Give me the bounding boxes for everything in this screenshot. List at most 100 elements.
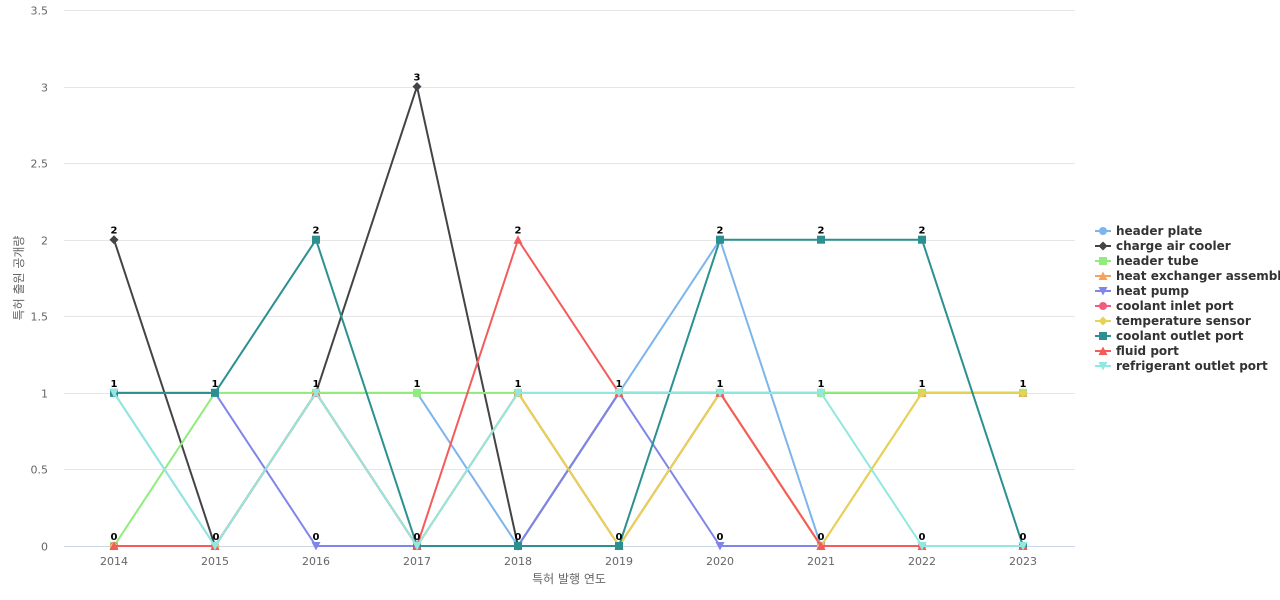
legend-marker-icon [1099, 227, 1107, 235]
x-tick-label: 2016 [302, 555, 330, 568]
legend-label: refrigerant outlet port [1116, 359, 1268, 373]
legend-label: fluid port [1116, 344, 1179, 358]
y-tick-label: 2 [41, 235, 48, 248]
data-label: 1 [1020, 379, 1027, 390]
data-label: 1 [515, 379, 522, 390]
data-point [513, 388, 523, 398]
x-tick-label: 2015 [201, 555, 229, 568]
data-point [715, 388, 725, 398]
legend-marker-icon [1098, 316, 1108, 326]
series-refrigerant-outlet-port [109, 388, 1028, 551]
y-axis-tick-labels: 0 0.5 1 1.5 2 2.5 3 3.5 [31, 5, 49, 554]
data-point [917, 542, 927, 551]
data-point [109, 235, 119, 245]
data-point [513, 235, 523, 244]
legend-label: header plate [1116, 224, 1202, 238]
series-line [113, 391, 1023, 547]
legend-item[interactable]: refrigerant outlet port [1095, 359, 1268, 373]
data-point [311, 542, 321, 551]
data-label: 0 [818, 532, 825, 543]
series-line [114, 238, 1024, 547]
y-tick-label: 1 [41, 388, 48, 401]
legend-item[interactable]: coolant inlet port [1095, 299, 1234, 313]
data-label: 2 [111, 226, 118, 237]
y-tick-label: 1.5 [31, 311, 49, 324]
data-label: 1 [212, 379, 219, 390]
data-label: 0 [515, 532, 522, 543]
data-labels: 2 0 1 1 0 2 0 1 3 0 1 2 0 1 1 0 2 0 1 2 0 1 2 0 1 1 0 [111, 73, 1027, 543]
data-point [109, 388, 119, 398]
data-label: 2 [818, 226, 825, 237]
x-tick-label: 2022 [908, 555, 936, 568]
data-label: 1 [111, 379, 118, 390]
data-label: 0 [1020, 532, 1027, 543]
legend-label: heat exchanger assembly [1116, 269, 1280, 283]
legend-item[interactable]: coolant outlet port [1095, 329, 1244, 343]
series-lines [109, 82, 1028, 551]
legend-marker-icon [1099, 302, 1107, 310]
legend-marker-icon [1098, 287, 1108, 296]
x-tick-label: 2014 [100, 555, 128, 568]
data-point [514, 542, 522, 550]
data-label: 3 [414, 73, 421, 84]
data-label: 0 [919, 532, 926, 543]
legend-item[interactable]: heat exchanger assembly [1095, 269, 1280, 283]
data-label: 0 [414, 532, 421, 543]
data-label: 2 [313, 226, 320, 237]
legend-marker-icon [1098, 271, 1108, 280]
data-point [816, 541, 826, 550]
legend-item[interactable]: heat pump [1095, 284, 1189, 298]
legend-item[interactable]: fluid port [1095, 344, 1179, 358]
x-tick-label: 2017 [403, 555, 431, 568]
data-label: 0 [717, 532, 724, 543]
data-point [614, 388, 624, 398]
data-point [210, 542, 220, 551]
legend-marker-icon [1098, 362, 1108, 371]
x-tick-label: 2019 [605, 555, 633, 568]
legend-item[interactable]: temperature sensor [1095, 314, 1251, 328]
y-tick-label: 3 [41, 82, 48, 95]
data-point [816, 388, 826, 398]
y-tick-label: 0.5 [31, 464, 49, 477]
data-point [109, 541, 119, 550]
data-point [412, 82, 422, 92]
legend-label: heat pump [1116, 284, 1189, 298]
data-label: 1 [313, 379, 320, 390]
data-point [918, 235, 926, 244]
data-label: 0 [313, 532, 320, 543]
data-label: 0 [616, 532, 623, 543]
legend-item[interactable]: header plate [1095, 224, 1202, 238]
legend-label: coolant inlet port [1116, 299, 1234, 313]
data-label: 1 [717, 379, 724, 390]
data-label: 2 [717, 226, 724, 237]
legend-marker-icon [1098, 241, 1108, 251]
legend-item[interactable]: charge air cooler [1095, 239, 1231, 253]
data-point [311, 388, 321, 398]
data-point [615, 542, 623, 550]
data-point [211, 388, 219, 397]
legend-marker-icon [1099, 257, 1107, 265]
x-axis-tick-labels: 2014 2015 2016 2017 2018 2019 2020 2021 2022 2023 [100, 555, 1037, 568]
y-tick-label: 3.5 [31, 5, 49, 18]
data-label: 2 [515, 226, 522, 237]
legend-item[interactable]: header tube [1095, 254, 1199, 268]
data-point [312, 235, 320, 244]
data-label: 1 [616, 379, 623, 390]
data-label: 1 [414, 379, 421, 390]
y-axis-title: 특허 출원 공개량 [12, 236, 26, 321]
y-tick-label: 0 [41, 541, 48, 554]
legend-label: charge air cooler [1116, 239, 1231, 253]
data-point [1018, 542, 1028, 551]
data-label: 2 [919, 226, 926, 237]
data-point [412, 542, 422, 551]
data-point [716, 235, 724, 244]
data-label: 1 [919, 379, 926, 390]
data-point [817, 235, 825, 244]
data-label: 1 [818, 379, 825, 390]
legend-label: temperature sensor [1116, 314, 1251, 328]
y-tick-label: 2.5 [31, 158, 49, 171]
data-label: 0 [111, 532, 118, 543]
data-label: 0 [213, 532, 220, 543]
x-axis-title: 특허 발행 연도 [532, 571, 606, 586]
